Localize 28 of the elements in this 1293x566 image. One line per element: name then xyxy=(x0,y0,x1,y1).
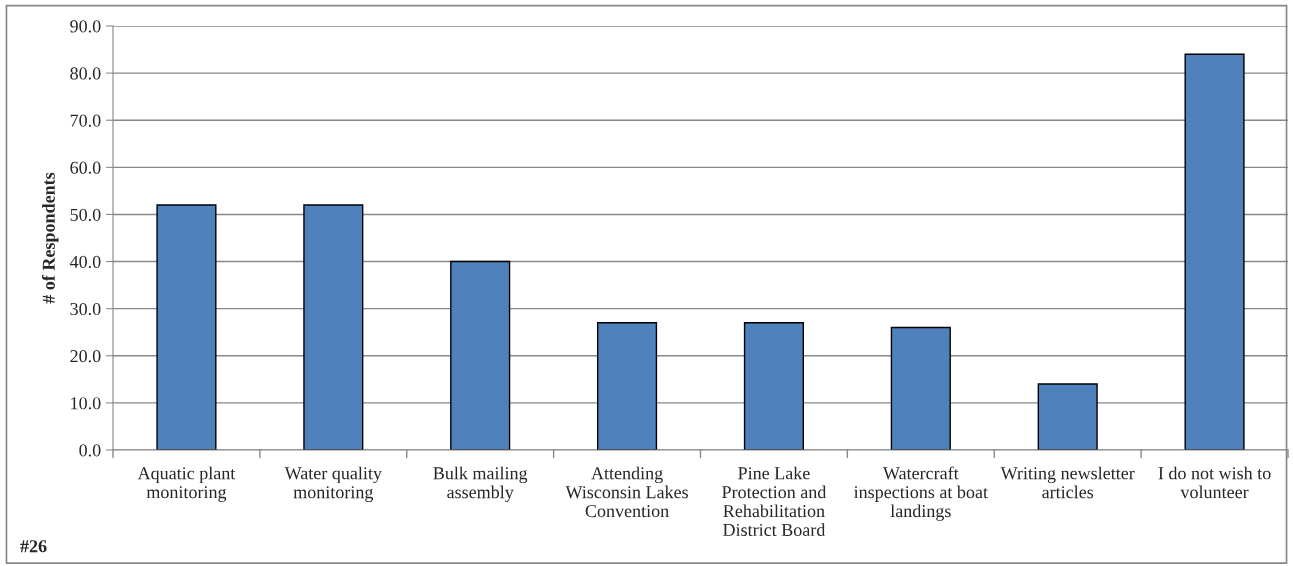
bar xyxy=(156,204,217,450)
bar xyxy=(1037,383,1098,450)
x-tick-label: I do not wish to volunteer xyxy=(1158,466,1271,499)
bar xyxy=(303,204,364,450)
y-tick-label: 10.0 xyxy=(71,397,101,410)
x-tick-label: Writing newsletter articles xyxy=(1000,466,1135,499)
bar xyxy=(1184,53,1245,450)
x-tick-label: Aquatic plant monitoring xyxy=(137,466,236,502)
y-tick-label: 30.0 xyxy=(70,302,101,316)
bar xyxy=(596,322,658,450)
text: #26 xyxy=(20,540,47,553)
bar xyxy=(450,260,511,450)
y-tick-label: 80.0 xyxy=(70,67,101,80)
x-tick-label: Watercraft inspections at boat landings xyxy=(854,466,988,521)
x-tick-label: Bulk mailing assembly xyxy=(433,466,528,503)
y-axis-title: # of Respondents xyxy=(41,172,59,304)
y-tick-label: 60.0 xyxy=(70,161,101,174)
y-tick-label: 90.0 xyxy=(70,20,101,33)
bar xyxy=(890,326,951,450)
x-tick-label: Water quality monitoring xyxy=(284,466,382,503)
x-tick-label: Pine Lake Protection and Rehabilitation District Board xyxy=(722,466,827,537)
y-tick-label: 50.0 xyxy=(70,208,101,221)
y-tick-label: 40.0 xyxy=(69,255,101,269)
bar xyxy=(743,322,805,450)
y-tick-label: 0.0 xyxy=(79,444,101,457)
y-tick-label: 20.0 xyxy=(70,350,101,363)
y-tick-label: 70.0 xyxy=(70,114,101,127)
x-tick-label: Attending Wisconsin Lakes Convention xyxy=(565,466,688,518)
